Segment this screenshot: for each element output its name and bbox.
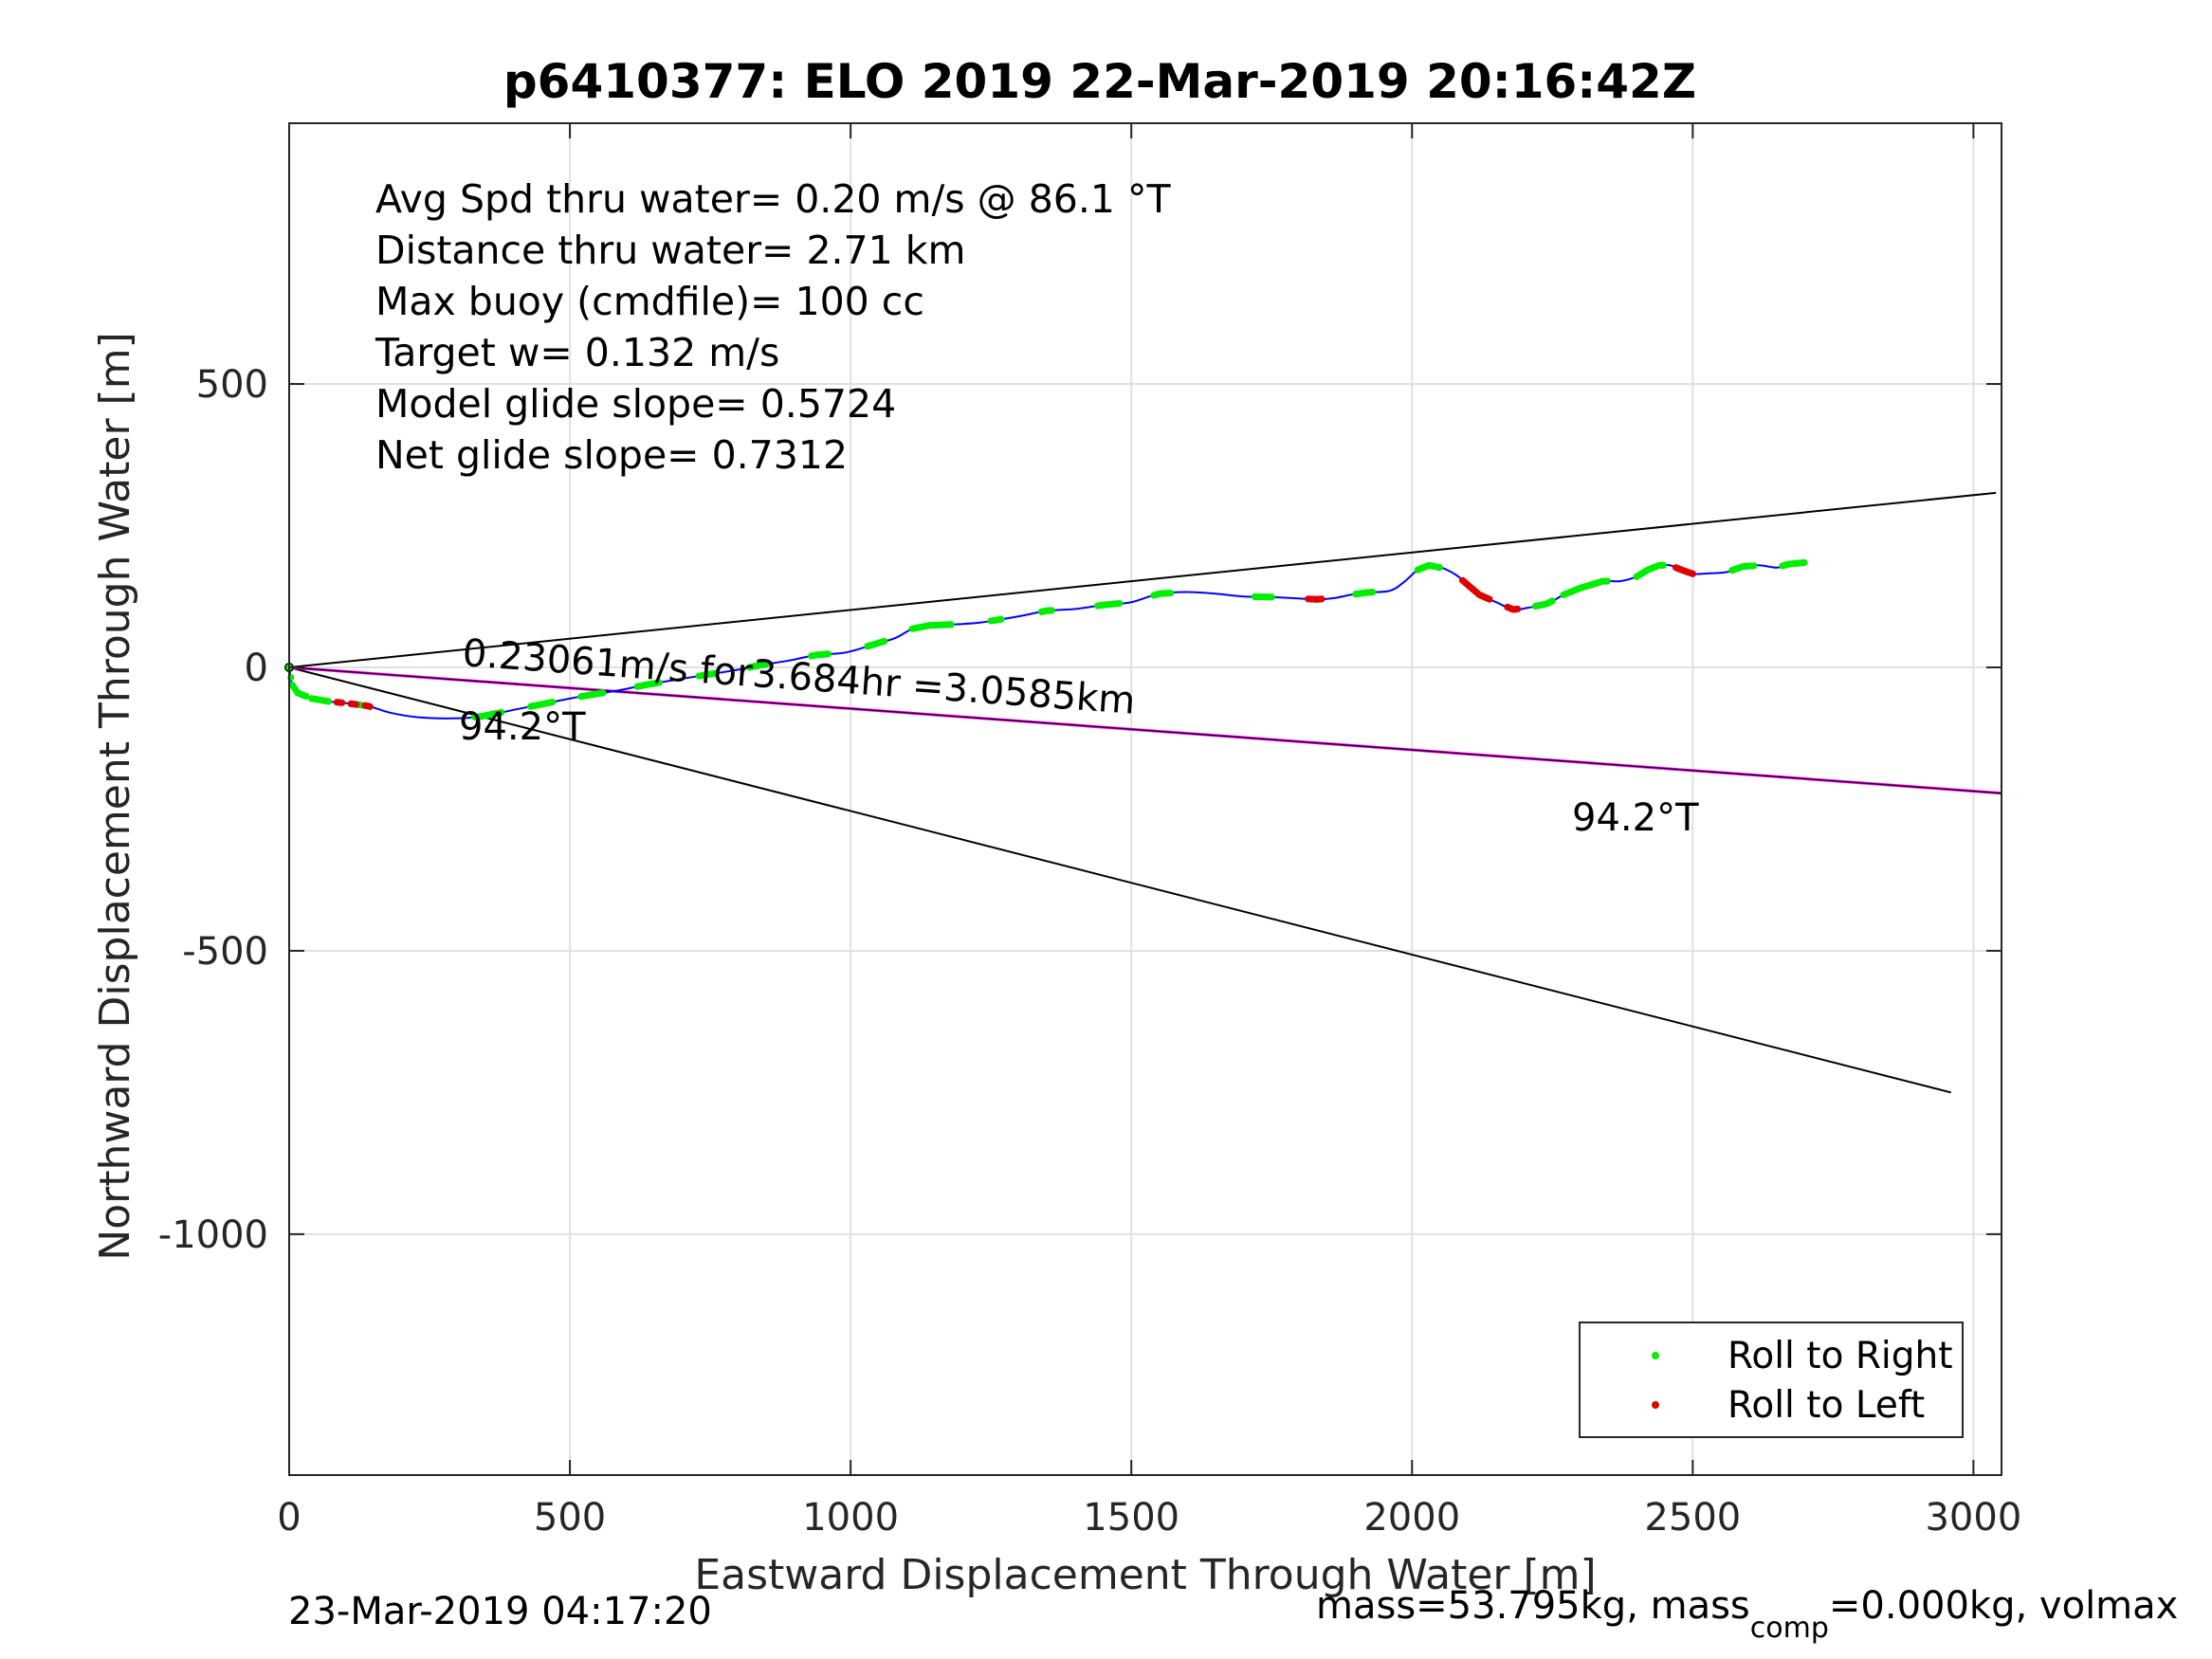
roll-right-point	[997, 615, 1005, 623]
roll-right-point	[302, 692, 310, 701]
roll-right-point	[1750, 562, 1758, 570]
roll-right-point	[549, 698, 557, 706]
legend-roll-right-label: Roll to Right	[1728, 1335, 1953, 1377]
legend-box	[1579, 1322, 1964, 1438]
info-avg-speed: Avg Spd thru water= 0.20 m/s @ 86.1 °T	[375, 176, 1172, 222]
y-tick-label: -500	[182, 930, 268, 974]
roll-right-point	[1048, 607, 1055, 614]
x-tick-label: 1000	[802, 1496, 899, 1540]
roll-left-point	[338, 699, 346, 706]
legend-roll-left-marker	[1652, 1401, 1659, 1409]
roll-right-point	[947, 621, 955, 629]
roll-left-point	[1318, 595, 1325, 603]
footer-mass-suffix: =0.000kg, volmax	[1829, 1584, 2178, 1628]
roll-right-point	[599, 689, 607, 697]
x-axis-label: Eastward Displacement Through Water [m]	[694, 1551, 1596, 1599]
chart-title: p6410377: ELO 2019 22-Mar-2019 20:16:42Z	[503, 54, 1696, 109]
x-tick-label: 500	[534, 1496, 606, 1540]
roll-right-point	[324, 698, 333, 705]
plot-area-frame	[288, 122, 2002, 1476]
y-tick-label: 500	[196, 363, 268, 407]
roll-left-point	[1513, 605, 1522, 613]
roll-right-point	[1268, 593, 1275, 601]
wedge-upper-line	[288, 491, 1997, 668]
x-tick-label: 0	[277, 1496, 301, 1540]
roll-left-point	[366, 702, 374, 710]
info-distance: Distance thru water= 2.71 km	[375, 228, 965, 273]
info-net-glide: Net glide slope= 0.7312	[375, 432, 848, 478]
x-tick-label: 3000	[1925, 1496, 2021, 1540]
reference-lines	[288, 491, 2002, 1094]
legend-roll-left-label: Roll to Left	[1728, 1384, 1925, 1427]
roll-right-point	[1116, 599, 1124, 608]
roll-right-point	[712, 669, 720, 677]
y-tick-label: -1000	[158, 1213, 268, 1257]
current-track-line-black	[288, 666, 2002, 794]
grid-lines	[288, 123, 2002, 1475]
roll-right-point	[824, 650, 832, 658]
legend-roll-right-marker	[1652, 1352, 1659, 1359]
info-target-w: Target w= 0.132 m/s	[375, 330, 779, 375]
y-axis-label: Northward Displacement Through Water [m]	[91, 332, 139, 1260]
roll-right-point	[881, 637, 888, 646]
roll-right-point	[1603, 577, 1611, 585]
heading-annotation-far: 94.2°T	[1572, 796, 1699, 840]
legend: Roll to Right Roll to Left	[1579, 1322, 1964, 1438]
info-block: Avg Spd thru water= 0.20 m/s @ 86.1 °T D…	[375, 176, 1172, 478]
roll-right-point	[1548, 597, 1556, 605]
footer-mass-subscript: comp	[1750, 1612, 1829, 1645]
roll-right-point	[1369, 589, 1377, 596]
x-tick-label: 2000	[1363, 1496, 1460, 1540]
heading-annotation-near: 94.2°T	[459, 705, 586, 749]
roll-right-point	[1659, 561, 1668, 569]
roll-left-point	[352, 701, 360, 708]
wedge-lower-line	[288, 666, 1951, 1094]
info-model-glide: Model glide slope= 0.5724	[375, 381, 896, 427]
roll-left-point	[1689, 570, 1696, 577]
footer-timestamp: 23-Mar-2019 04:17:20	[288, 1590, 712, 1633]
roll-right-point	[1435, 564, 1443, 572]
footer-mass-prefix: mass=53.795kg, mass	[1316, 1584, 1750, 1628]
info-max-buoy: Max buoy (cmdfile)= 100 cc	[375, 279, 924, 324]
roll-right-point	[762, 661, 770, 668]
roll-right-point	[1801, 558, 1808, 567]
y-tick-label: 0	[245, 647, 268, 690]
axis-ticks: 0 500 1000 1500 2000 2500 3000 -1000 -500 0 500	[158, 123, 2021, 1540]
x-tick-label: 1500	[1083, 1496, 1179, 1540]
roll-right-point	[498, 708, 505, 717]
roll-right-point	[1167, 589, 1175, 597]
footer-mass-info: mass=53.795kg, masscomp=0.000kg, volmax	[1316, 1584, 2178, 1645]
x-tick-label: 2500	[1644, 1496, 1741, 1540]
roll-left-point	[1486, 595, 1493, 603]
roll-right-point	[655, 679, 663, 686]
